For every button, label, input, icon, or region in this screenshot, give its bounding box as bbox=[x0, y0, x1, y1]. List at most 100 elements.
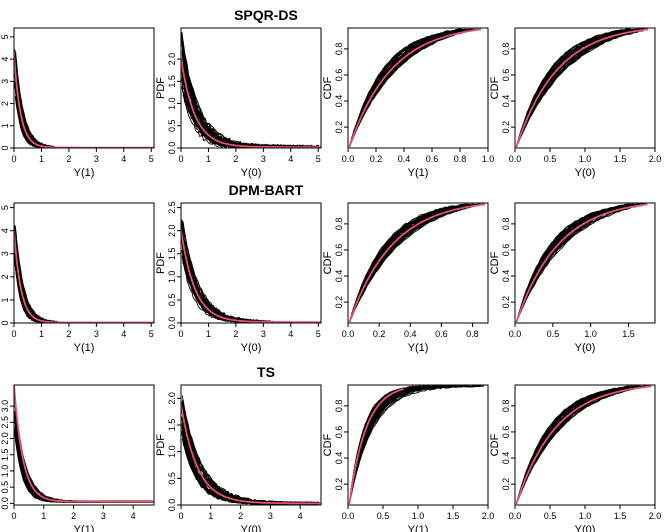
panel-3-4-x-tick-label: 2.0 bbox=[649, 511, 662, 521]
panel-1-2-y-tick-label: 2.0 bbox=[167, 53, 177, 66]
panel-3-3-draw-line bbox=[348, 385, 481, 504]
panel-2-2-y-tick-label: 0.0 bbox=[167, 317, 177, 330]
panel-2-4-x-tick-label: 0.0 bbox=[509, 329, 522, 339]
panel-1-2-x-tick-label: 1 bbox=[206, 154, 211, 164]
panel-1-2-y-tick-label: 1.0 bbox=[167, 97, 177, 110]
panel-3-4-true-curve bbox=[515, 385, 652, 504]
panel-3-2-draw-line bbox=[182, 421, 312, 505]
panel-3-1-y-tick-label: 0.0 bbox=[0, 497, 10, 510]
panel-2-4-draw-line bbox=[516, 203, 630, 322]
panel-1-4-draw-line bbox=[515, 28, 629, 147]
panel-2-4-y-tick-label: 0.8 bbox=[501, 218, 511, 231]
panel-3-4-draw-line bbox=[515, 385, 645, 504]
panel-1-3-x-tick-label: 0.8 bbox=[454, 154, 467, 164]
panel-3-3-draw-line bbox=[348, 385, 477, 504]
panel-1-2-x-axis-title: Y(0) bbox=[241, 167, 262, 179]
panel-3-2-y-tick-label: 1.0 bbox=[167, 445, 177, 458]
panel-2-1-true-curve bbox=[14, 230, 154, 323]
panel-1-1-x-tick-label: 3 bbox=[94, 154, 99, 164]
panel-1-2-y-axis-title: PDF bbox=[155, 77, 167, 99]
panel-2-3-x-tick-label: 0.8 bbox=[466, 329, 479, 339]
panel-3-2-draw-line bbox=[181, 416, 308, 505]
panel-2-3-y-tick-label: 0.6 bbox=[334, 244, 344, 257]
panel-1-4-x-axis-title: Y(0) bbox=[575, 167, 596, 179]
panel-2-1-y-tick-label: 0 bbox=[0, 320, 10, 325]
panel-2-2-x-tick-label: 2 bbox=[233, 329, 238, 339]
panel-1-3-y-tick-label: 0.8 bbox=[334, 43, 344, 56]
panel-1-4-curves bbox=[515, 28, 649, 147]
panel-2-1-x-axis-title: Y(1) bbox=[74, 342, 95, 354]
panel-1-2-x-tick-label: 5 bbox=[316, 154, 321, 164]
panel-2-1-y-tick-label: 4 bbox=[0, 228, 10, 233]
panel-2-4-draw-line bbox=[516, 203, 630, 322]
panel-2-3-draw-line bbox=[349, 203, 485, 322]
panel-1-2-draw-line bbox=[181, 33, 285, 148]
panel-3-3-draw-line bbox=[348, 385, 477, 504]
panel-3-4-y-tick-label: 0.6 bbox=[501, 426, 511, 439]
panel-3-2-y-tick-label: 0.0 bbox=[167, 499, 177, 512]
panel-2-2-x-tick-label: 4 bbox=[288, 329, 293, 339]
panel-2-2-x-tick-label: 0 bbox=[178, 329, 183, 339]
panel-1-4-x-tick-label: 1.5 bbox=[614, 154, 627, 164]
panel-2-3-x-tick-label: 0.0 bbox=[342, 329, 355, 339]
panel-1-2-x-tick-label: 0 bbox=[178, 154, 183, 164]
panel-1-1-true-curve bbox=[14, 54, 154, 148]
panel-2-1-y-tick-label: 3 bbox=[0, 251, 10, 256]
panel-3-2-draw-line bbox=[182, 400, 301, 505]
panel-3-3-frame bbox=[347, 384, 489, 506]
panel-3-2-draw-line bbox=[181, 399, 312, 505]
panel-2-1-y-tick-label: 1 bbox=[0, 297, 10, 302]
panel-3-3-x-tick-label: 0.5 bbox=[377, 511, 390, 521]
panel-1-4-y-tick-label: 0.8 bbox=[501, 43, 511, 56]
panel-2-1-x-tick-label: 1 bbox=[39, 329, 44, 339]
panel-3-1-y-tick-label: 2.5 bbox=[0, 416, 10, 429]
panel-3-1-y-tick-label: 2.0 bbox=[0, 432, 10, 445]
panel-2-2-y-axis-title: PDF bbox=[155, 252, 167, 274]
panel-3-2-draw-line bbox=[182, 411, 307, 505]
panel-1-1-y-tick-label: 1 bbox=[0, 123, 10, 128]
row-title-dpm-bart: DPM-BART bbox=[229, 182, 304, 198]
panel-2-2-x-tick-label: 3 bbox=[261, 329, 266, 339]
panel-1-4-draw-line bbox=[515, 28, 643, 147]
panel-2-3-y-tick-label: 0.8 bbox=[334, 218, 344, 231]
panel-1-2-true-curve bbox=[181, 58, 321, 148]
panel-3-2-draw-line bbox=[182, 409, 320, 505]
panel-2-2-x-axis-title: Y(0) bbox=[241, 342, 262, 354]
panel-3-4-x-tick-label: 1.0 bbox=[579, 511, 592, 521]
panel-3-1-draw-line bbox=[14, 411, 151, 504]
panel-2-3-y-tick-label: 0.4 bbox=[334, 270, 344, 283]
panel-1-4-draw-line bbox=[515, 28, 628, 147]
panel-2-1-x-tick-label: 0 bbox=[11, 329, 16, 339]
panel-1-1-y-tick-label: 5 bbox=[0, 34, 10, 39]
panel-1-4-x-tick-label: 2.0 bbox=[649, 154, 662, 164]
panel-2-2-x-tick-label: 5 bbox=[316, 329, 321, 339]
panel-2-1-draw-line bbox=[14, 225, 55, 323]
panel-3-4-y-tick-label: 0.4 bbox=[501, 452, 511, 465]
panel-2-4-draw-line bbox=[516, 203, 628, 322]
panel-1-1-x-tick-label: 1 bbox=[39, 154, 44, 164]
panel-3-3-draw-line bbox=[348, 385, 467, 504]
panel-3-3-draw-line bbox=[348, 385, 482, 504]
panel-2-3-x-axis-title: Y(1) bbox=[408, 342, 429, 354]
panel-3-3-true-curve bbox=[348, 388, 405, 504]
panel-1-2-draw-line bbox=[181, 37, 286, 148]
panel-1-3-curves bbox=[348, 28, 482, 147]
panel-1-4-true-curve bbox=[515, 28, 649, 147]
panel-1-1-x-tick-label: 5 bbox=[149, 154, 154, 164]
panel-3-1-x-tick-label: 3 bbox=[101, 511, 106, 521]
panel-3-2-x-axis-title: Y(0) bbox=[241, 524, 262, 532]
panel-2-1-x-tick-label: 3 bbox=[94, 329, 99, 339]
panel-1-4-draw-line bbox=[515, 28, 645, 147]
panel-2-4-draw-line bbox=[516, 203, 630, 322]
panel-3-2-draw-line bbox=[181, 409, 320, 505]
panel-3-4-curves bbox=[515, 385, 652, 504]
panel-1-4-draw-line bbox=[515, 28, 628, 147]
panel-3-2-draw-line bbox=[181, 417, 313, 505]
panel-3-1-curves bbox=[14, 385, 154, 504]
panel-3-4-draw-line bbox=[515, 385, 634, 504]
panel-3-3-x-tick-label: 2.0 bbox=[482, 511, 495, 521]
panel-3-1-x-tick-label: 2 bbox=[71, 511, 76, 521]
panel-2-2-x-tick-label: 1 bbox=[206, 329, 211, 339]
panel-2-4-frame bbox=[514, 202, 656, 324]
